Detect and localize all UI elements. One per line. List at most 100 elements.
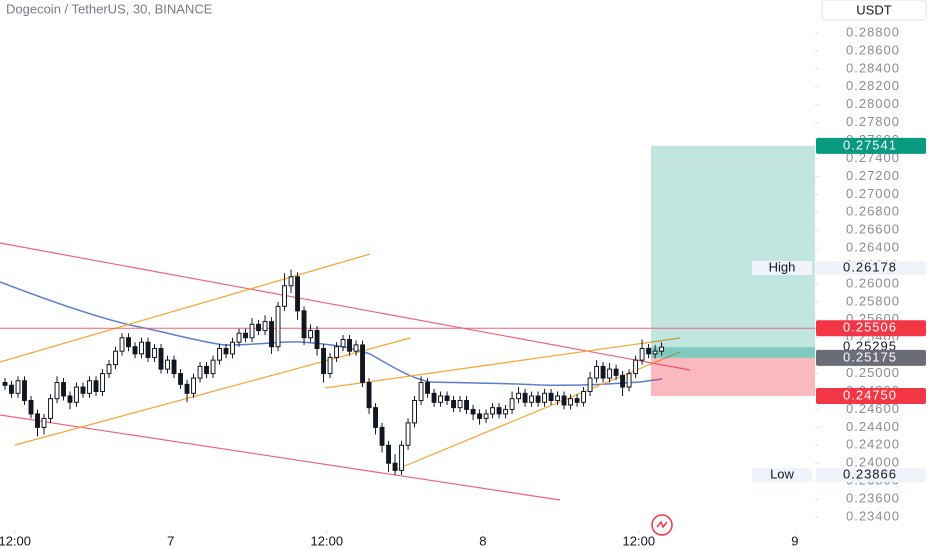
entry-badge (816, 349, 926, 366)
candle-body (496, 407, 502, 415)
y-tick-label: 0.26000 (846, 275, 900, 290)
y-tick-label: 0.24600 (846, 401, 900, 416)
candle-body (35, 413, 40, 428)
candle-body (269, 321, 274, 348)
candle-body (399, 444, 405, 471)
candle-body (600, 365, 606, 379)
candle-body (581, 391, 587, 403)
candle-body (132, 346, 138, 355)
candle-body (340, 339, 346, 348)
candle-body (594, 365, 600, 379)
candle-body (126, 337, 131, 348)
x-tick-label: 7 (167, 533, 174, 548)
candle-body (210, 359, 216, 375)
y-tick-label: 0.25000 (846, 365, 900, 380)
currency-box[interactable] (821, 0, 927, 21)
stop-zone (651, 357, 815, 396)
y-tick-label: 0.28400 (846, 60, 900, 75)
candle-body (152, 347, 157, 358)
candle-body (405, 422, 411, 446)
candle-body (477, 413, 483, 419)
candle-body (295, 276, 300, 312)
low-badge (816, 468, 926, 483)
candle-body (483, 413, 489, 419)
x-tick-label: 12:00 (623, 533, 656, 548)
candle-body (366, 382, 372, 409)
candle-body (197, 365, 203, 379)
candle-body (542, 392, 548, 403)
candle-body (574, 398, 580, 403)
candle-body (516, 392, 522, 400)
candle-body (321, 347, 326, 375)
y-tick-label: 0.25800 (846, 293, 900, 308)
low-name-box (752, 468, 812, 483)
candle-body (93, 380, 99, 393)
y-tick-label: 0.28600 (846, 42, 900, 57)
candle-body (470, 408, 476, 415)
open-pnl (651, 347, 815, 358)
high-name-box (752, 261, 812, 276)
logo-mark (656, 520, 668, 529)
candle-body (48, 398, 53, 419)
candle-body (438, 395, 444, 403)
candle-body (80, 386, 86, 394)
logo (651, 514, 673, 536)
candle-body (613, 368, 619, 376)
candle-body (548, 392, 554, 401)
candle-body (392, 462, 398, 471)
stop-label: 0.24750 (843, 387, 897, 402)
y-tick-label: 0.28200 (846, 78, 900, 93)
candle-body (373, 407, 378, 428)
candle-body (522, 392, 528, 403)
candle-body (74, 386, 79, 403)
candle-body (22, 380, 27, 401)
candle-body (425, 382, 431, 394)
candle-body (54, 382, 60, 400)
trend-line (394, 351, 681, 471)
candle-body (301, 310, 307, 339)
candle-body (223, 347, 229, 355)
y-tick-label: 0.26400 (846, 240, 900, 255)
target-label: 0.27541 (843, 137, 897, 152)
candle-body (347, 339, 352, 352)
logo-ring (651, 514, 673, 536)
hline-badge (816, 320, 926, 337)
trend-line (0, 414, 561, 501)
candle-body (67, 395, 73, 403)
y-tick-label: 0.28800 (846, 24, 900, 39)
candle-body (412, 399, 418, 424)
candle-body (191, 377, 196, 394)
candle-body (28, 399, 34, 415)
candle-body (171, 359, 177, 375)
candle-body (535, 395, 541, 403)
y-tick-label: 0.24200 (846, 437, 900, 452)
candle-body (464, 399, 470, 410)
y-tick-label: 0.24000 (846, 455, 900, 470)
candle-body (379, 426, 385, 446)
trend-line (0, 253, 371, 363)
candle-body (106, 364, 112, 375)
high-name: High (769, 259, 796, 274)
candle-body (204, 365, 209, 375)
candle-body (100, 373, 105, 393)
candle-body (178, 373, 183, 385)
trend-line (14, 337, 411, 446)
chart-title: Dogecoin / TetherUS, 30, BINANCE (6, 1, 213, 16)
high-label: 0.26178 (843, 259, 897, 274)
hline-label: 0.25506 (843, 320, 897, 335)
stop-badge (816, 387, 926, 404)
y-tick-label: 0.27800 (846, 114, 900, 129)
candle-body (444, 395, 450, 401)
candle-body (139, 341, 144, 355)
currency[interactable]: USDT (856, 2, 891, 17)
candle-body (236, 332, 242, 343)
y-tick-label: 0.23400 (846, 508, 900, 523)
candle-body (327, 356, 333, 375)
last-label: 0.25295 (843, 339, 897, 354)
candle-body (529, 395, 535, 403)
candle-body (145, 341, 151, 358)
y-tick-label: 0.27200 (846, 168, 900, 183)
candle-body (243, 332, 248, 339)
candle-body (158, 347, 164, 370)
